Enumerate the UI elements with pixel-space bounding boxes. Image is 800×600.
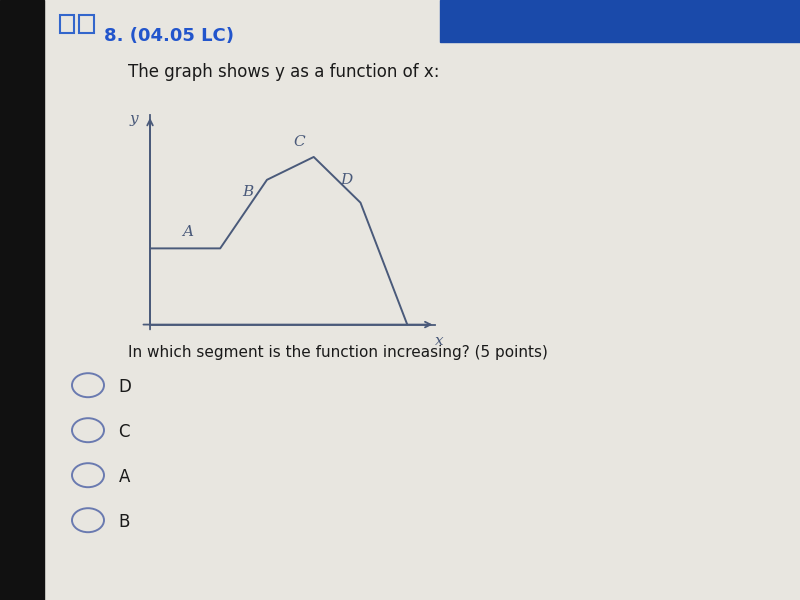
Text: C: C: [118, 423, 130, 441]
Text: y: y: [130, 112, 138, 126]
Text: In which segment is the function increasing? (5 points): In which segment is the function increas…: [128, 345, 548, 360]
Text: D: D: [340, 173, 353, 187]
Text: B: B: [242, 185, 254, 199]
Text: B: B: [118, 513, 130, 531]
Text: x: x: [434, 334, 443, 348]
Text: C: C: [294, 136, 306, 149]
Text: The graph shows y as a function of x:: The graph shows y as a function of x:: [128, 63, 439, 81]
Text: 8. (04.05 LC): 8. (04.05 LC): [104, 27, 234, 45]
Text: D: D: [118, 378, 131, 396]
Text: A: A: [118, 468, 130, 486]
Text: A: A: [182, 225, 193, 239]
